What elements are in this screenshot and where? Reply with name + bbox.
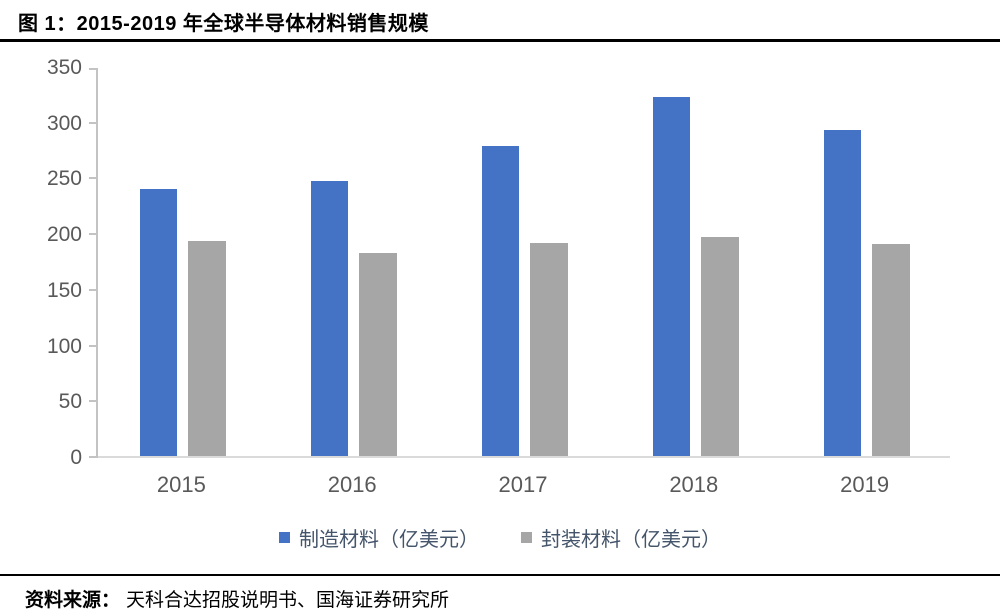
- source-divider: [0, 574, 1000, 576]
- bar-group-2018: [610, 68, 781, 456]
- y-axis-tick: [89, 121, 98, 124]
- y-axis-tick-label: 200: [46, 223, 82, 247]
- legend-label-manufacturing-materials: 制造材料（亿美元）: [299, 529, 479, 551]
- y-axis-tick: [89, 233, 98, 236]
- x-axis-labels: 2015 2016 2017 2018 2019: [96, 472, 950, 498]
- source-label: 资料来源：: [25, 590, 121, 611]
- bar-manufacturing-materials-2017: [481, 146, 519, 456]
- x-axis-label-2019: 2019: [840, 472, 890, 497]
- y-axis-tick: [89, 456, 98, 458]
- y-axis-tick-label: 50: [58, 390, 82, 414]
- source-line: 资料来源： 天科合达招股说明书、国海证券研究所: [25, 585, 449, 612]
- legend-label-packaging-materials: 封装材料（亿美元）: [541, 529, 721, 551]
- y-axis-tick: [89, 288, 98, 291]
- bar-packaging-materials-2017: [529, 243, 568, 456]
- figure-title: 图 1：2015-2019 年全球半导体材料销售规模: [18, 13, 429, 35]
- bar-group-2019: [781, 68, 952, 456]
- y-axis-tick-label: 350: [46, 56, 82, 79]
- y-axis-tick: [89, 400, 98, 403]
- x-axis-label-2016: 2016: [327, 472, 377, 497]
- bar-packaging-materials-2019: [871, 244, 910, 456]
- bar-manufacturing-materials-2015: [140, 188, 178, 456]
- x-axis-label-2018: 2018: [669, 472, 719, 497]
- bar-group-2017: [440, 68, 611, 456]
- bar-group-2016: [269, 68, 440, 456]
- legend-swatch-manufacturing-materials: [279, 532, 290, 543]
- y-axis-tick: [89, 177, 98, 180]
- bar-group-2015: [98, 68, 269, 456]
- y-axis-tick: [89, 344, 98, 347]
- y-axis-tick-label: 0: [70, 446, 82, 469]
- plot-area: [89, 68, 952, 458]
- y-axis-tick-label: 100: [46, 334, 82, 358]
- bar-packaging-materials-2018: [700, 236, 739, 456]
- title-divider: [0, 39, 1000, 42]
- source-text: 天科合达招股说明书、国海证券研究所: [126, 590, 450, 611]
- bar-manufacturing-materials-2018: [652, 97, 690, 456]
- x-axis-label-2017: 2017: [498, 472, 548, 497]
- y-axis-tick: [89, 68, 98, 70]
- legend-item-manufacturing-materials: 制造材料（亿美元）: [279, 523, 479, 552]
- bar-packaging-materials-2016: [359, 253, 398, 456]
- y-axis-tick-label: 300: [46, 111, 82, 135]
- legend-swatch-packaging-materials: [521, 532, 532, 543]
- y-axis-tick-label: 150: [46, 278, 82, 302]
- bar-packaging-materials-2015: [188, 240, 227, 456]
- bar-manufacturing-materials-2016: [311, 180, 349, 456]
- bar-manufacturing-materials-2019: [823, 129, 861, 456]
- y-axis-tick-label: 250: [46, 167, 82, 191]
- x-axis-label-2015: 2015: [156, 472, 206, 497]
- legend-item-packaging-materials: 封装材料（亿美元）: [521, 523, 721, 552]
- legend: 制造材料（亿美元） 封装材料（亿美元）: [0, 523, 1000, 552]
